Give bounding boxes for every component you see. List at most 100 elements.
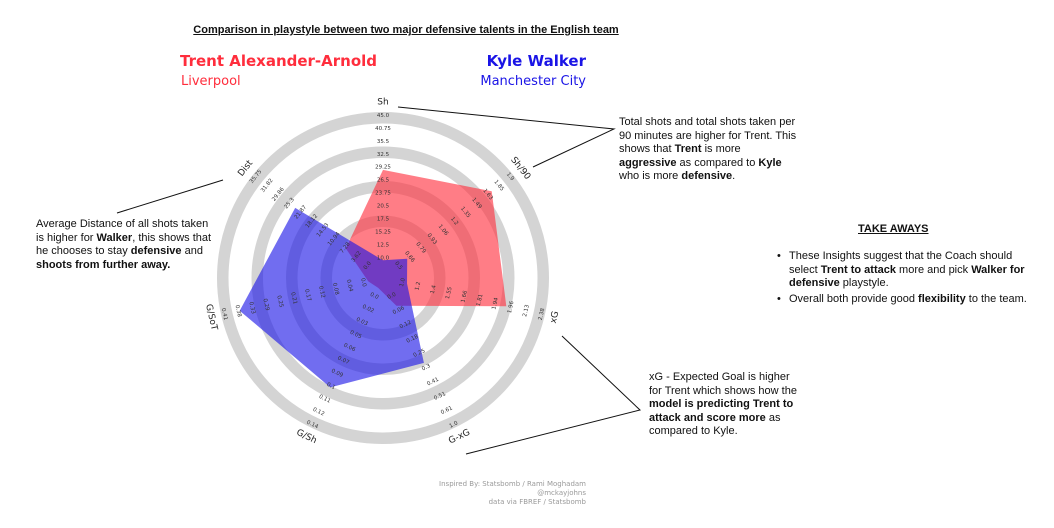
- player-2-name: Kyle Walker: [486, 52, 586, 70]
- tick-label: 12.5: [377, 243, 390, 249]
- tick-label: 32.5: [377, 152, 390, 158]
- text-segment: Total shots and total shots taken per 90…: [619, 116, 797, 156]
- text-segment: Trent to attack: [820, 263, 896, 276]
- text-segment: Average Distance of all shots taken is h…: [36, 218, 209, 244]
- text-segment: , this shows that he chooses to stay: [36, 231, 212, 258]
- text-segment: model is predicting Trent to attack and …: [649, 398, 794, 424]
- credit-line: data via FBREF / Statsbomb: [488, 498, 586, 506]
- tick-label: 40.75: [375, 126, 391, 132]
- series-area-2: [239, 207, 424, 388]
- grid-ring: [217, 112, 549, 444]
- text-segment: These Insights suggest that the Coach sh…: [789, 250, 1013, 276]
- page-title: Comparison in playstyle between two majo…: [193, 24, 619, 36]
- takeaway-text: Overall both provide good flexibility to…: [789, 293, 1027, 305]
- tick-label: 0.0: [387, 292, 398, 301]
- tick-label: 0.12: [312, 407, 326, 418]
- credit-line: @mckayjohns: [537, 489, 586, 497]
- tick-label: 0.07: [336, 355, 350, 366]
- tick-label: 0.51: [433, 391, 447, 402]
- tick-label: 0.06: [343, 342, 357, 353]
- tick-label: 1.96: [507, 300, 516, 314]
- tick-label: 0.21: [289, 292, 298, 305]
- text-segment: Kyle: [758, 156, 782, 169]
- text-segment: Walker: [96, 231, 133, 244]
- bullet-icon: •: [777, 250, 781, 262]
- text-segment: more and pick: [895, 263, 972, 276]
- tick-label: 0.14: [305, 420, 319, 431]
- text-segment: and: [181, 245, 203, 258]
- takeaways-list: • These Insights suggest that the Coach s…: [777, 250, 1037, 308]
- bullet-icon: •: [777, 292, 781, 305]
- tick-label: 1.94: [491, 297, 500, 311]
- axis-label: xG: [549, 310, 561, 324]
- tick-label: 0.33: [247, 301, 256, 315]
- tick-label: 2.13: [522, 304, 531, 318]
- tick-label: 29.25: [375, 165, 391, 171]
- tick-label: 0.41: [220, 308, 229, 321]
- text-segment: to the team.: [965, 292, 1027, 305]
- text-segment: flexibility: [918, 292, 966, 305]
- tick-label: 2.38: [538, 307, 547, 321]
- tick-label: 0.29: [261, 298, 270, 312]
- text-segment: who is more: [619, 170, 682, 183]
- grid-ring: [251, 146, 515, 410]
- annotation-connector: [116, 179, 224, 214]
- tick-label: 17.5: [377, 217, 390, 223]
- text-segment: aggressive: [619, 156, 677, 169]
- annotation-shots: Total shots and total shots taken per 90…: [619, 116, 799, 184]
- axis-label: Sh: [377, 98, 388, 108]
- tick-label: 1.66: [460, 290, 469, 304]
- tick-label: 1.55: [445, 286, 454, 300]
- tick-label: 35.5: [377, 139, 390, 145]
- text-segment: is more: [701, 143, 741, 156]
- tick-label: 0.25: [275, 295, 284, 309]
- tick-label: 0.09: [330, 368, 344, 379]
- text-segment: shoots from further away.: [36, 258, 171, 271]
- tick-label: 0.25: [413, 348, 427, 359]
- text-segment: xG - Expected Goal is higher for Trent w…: [649, 371, 797, 397]
- tick-label: 0.0: [369, 292, 380, 301]
- text-segment: playstyle.: [839, 277, 889, 290]
- tick-label: 0.5: [393, 261, 403, 272]
- tick-label: 20.5: [377, 204, 390, 210]
- text-segment: Trent: [674, 143, 702, 156]
- tick-label: 1.85: [492, 179, 505, 193]
- tick-label: 0.05: [349, 330, 363, 341]
- axis-label: G/SoT: [203, 303, 219, 332]
- tick-label: 0.0: [359, 278, 367, 288]
- tick-label: 0.02: [361, 304, 375, 315]
- tick-label: 0.12: [317, 285, 326, 298]
- annotation-xg: xG - Expected Goal is higher for Trent w…: [649, 371, 799, 439]
- tick-label: 0.41: [426, 377, 440, 388]
- tick-label: 0.11: [318, 394, 332, 405]
- tick-label: 0.61: [440, 405, 454, 416]
- takeaways-title: TAKE AWAYS: [858, 223, 929, 235]
- tick-label: 0.08: [331, 282, 340, 296]
- player-1-team: Liverpool: [181, 74, 241, 89]
- player-2-team: Manchester City: [480, 74, 586, 89]
- tick-label: 23.75: [375, 191, 391, 197]
- tick-label: 15.25: [375, 230, 391, 236]
- tick-label: 10.0: [377, 256, 390, 262]
- takeaway-item: • Overall both provide good flexibility t…: [777, 293, 1037, 307]
- credits: Inspired By: Statsbomb / Rami Moghadam @…: [380, 480, 586, 507]
- credit-line: Inspired By: Statsbomb / Rami Moghadam: [439, 480, 586, 488]
- annotation-connector: [397, 106, 616, 168]
- takeaway-item: • These Insights suggest that the Coach s…: [777, 250, 1037, 291]
- text-segment: Overall both provide good: [789, 292, 919, 305]
- text-segment: defensive: [681, 170, 733, 183]
- tick-label: 26.5: [377, 178, 390, 184]
- tick-label: 1.9: [505, 172, 515, 183]
- tick-label: 0.04: [345, 279, 354, 293]
- tick-label: 0.18: [406, 334, 420, 345]
- text-segment: as compared to: [676, 156, 759, 169]
- text-segment: as compared to Kyle.: [649, 411, 781, 438]
- takeaway-text: These Insights suggest that the Coach sh…: [789, 250, 1025, 289]
- tick-label: 0.17: [303, 289, 312, 303]
- player-1-name: Trent Alexander-Arnold: [180, 52, 378, 70]
- tick-label: 1.0: [449, 420, 460, 429]
- tick-label: 1.2: [449, 216, 459, 227]
- axis-label: G/Sh: [295, 428, 319, 446]
- tick-label: 1.2: [414, 281, 422, 291]
